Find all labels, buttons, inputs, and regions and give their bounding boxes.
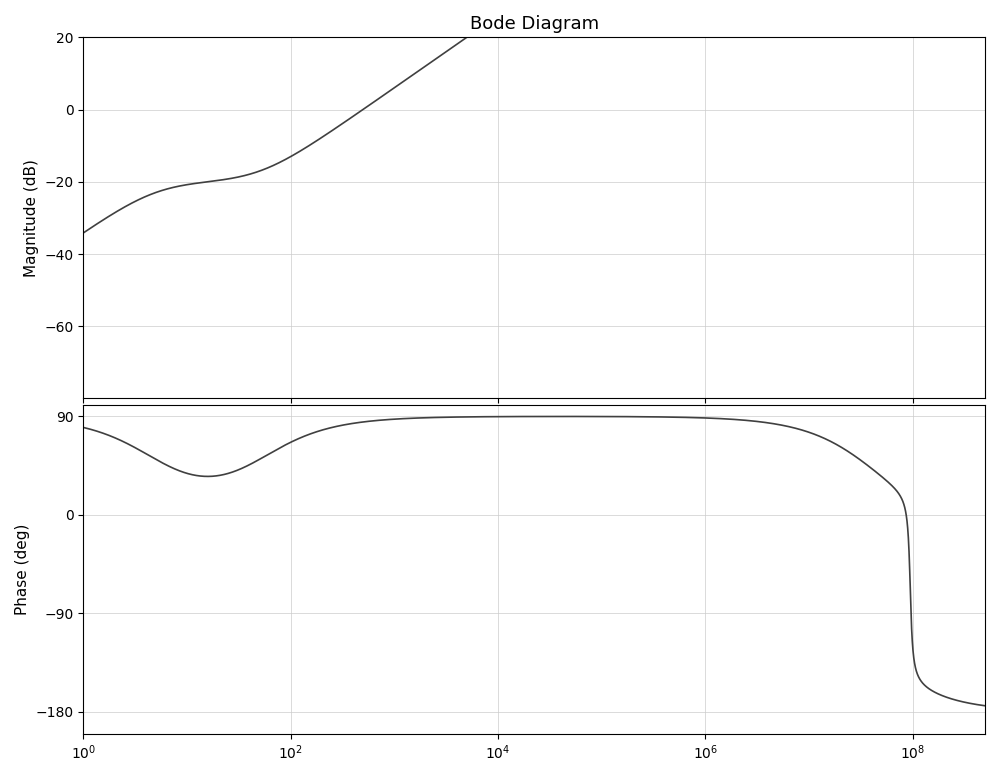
Title: Bode Diagram: Bode Diagram [470, 15, 599, 33]
Y-axis label: Phase (deg): Phase (deg) [15, 524, 30, 615]
Y-axis label: Magnitude (dB): Magnitude (dB) [24, 159, 39, 277]
